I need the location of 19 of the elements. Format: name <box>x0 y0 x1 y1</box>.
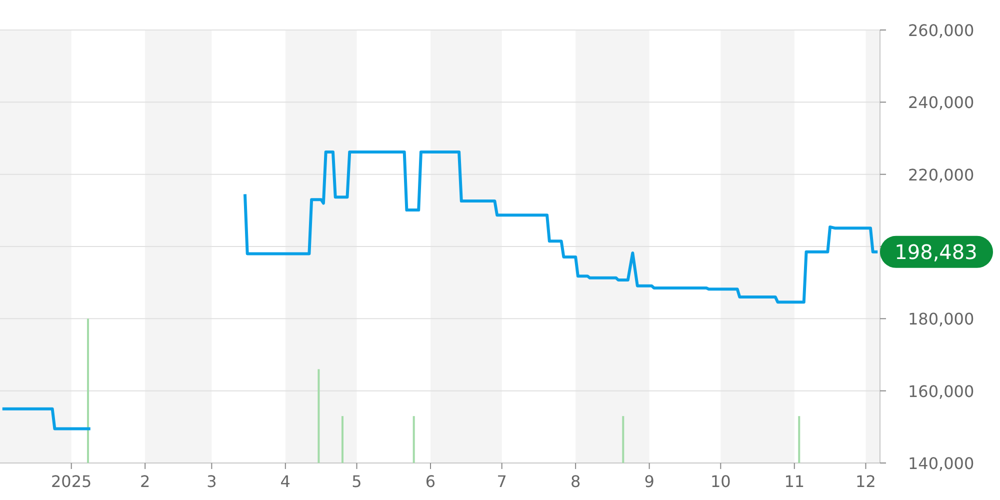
y-tick-label: 240,000 <box>908 93 974 112</box>
y-tick-label: 140,000 <box>908 454 974 473</box>
x-tick-label: 6 <box>425 472 436 491</box>
x-tick-label: 2025 <box>50 472 92 491</box>
y-tick-label: 220,000 <box>908 165 974 184</box>
x-tick-label: 8 <box>570 472 581 491</box>
x-tick-label: 4 <box>280 472 290 491</box>
x-tick-label: 9 <box>644 472 654 491</box>
x-tick-label: 5 <box>352 472 362 491</box>
x-tick-label: 7 <box>496 472 507 491</box>
y-tick-label: 180,000 <box>908 310 974 329</box>
y-tick-label: 160,000 <box>908 382 974 401</box>
x-tick-label: 2 <box>140 472 150 491</box>
text: 198,483 <box>894 240 978 264</box>
x-tick-label: 11 <box>784 472 805 491</box>
x-tick-label: 12 <box>856 472 876 491</box>
x-tick-label: 10 <box>710 472 731 491</box>
x-tick-label: 3 <box>206 472 217 491</box>
y-tick-label: 260,000 <box>908 21 974 40</box>
